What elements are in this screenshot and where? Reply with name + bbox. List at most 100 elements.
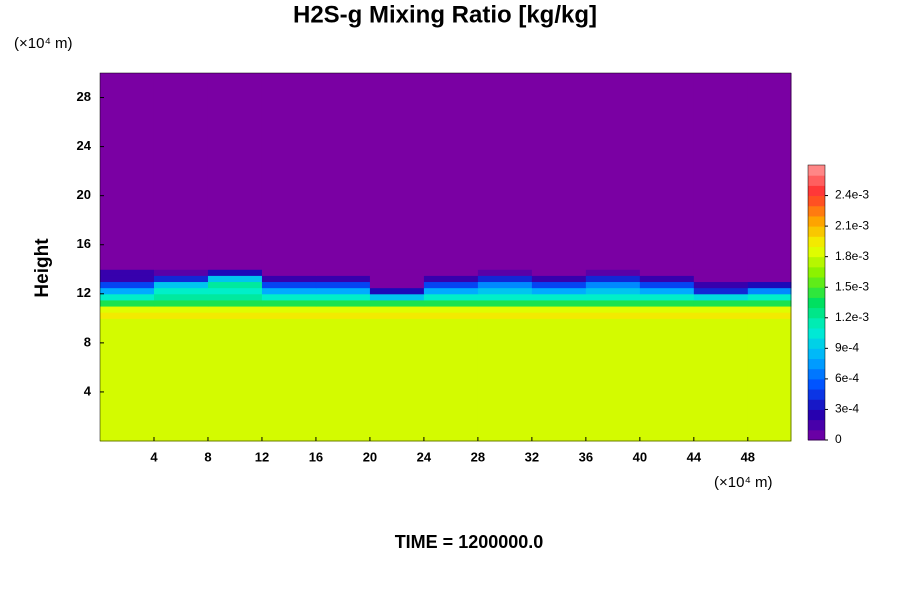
field-cell [153,293,209,301]
field-cell [477,318,533,442]
field-cell [100,293,155,301]
field-cell [207,312,263,319]
field-cell [423,299,479,307]
field-cell [531,318,587,442]
field-cell [369,318,425,442]
colorbar-tick-label: 0 [835,432,842,446]
field-cell [207,306,263,313]
field-cell [153,73,209,270]
field-cell [207,299,263,307]
colorbar-step [808,419,825,431]
field-cell [693,318,749,442]
field-cell [423,293,479,301]
colorbar-tick-label: 1.5e-3 [835,279,869,293]
field-cell [693,312,749,319]
colorbar-frame [807,164,826,441]
colorbar-step [808,348,825,360]
colorbar-step [808,205,825,217]
field-cell [423,269,479,276]
field-cell [531,281,587,289]
field-cell [261,287,317,295]
colorbar-step [808,317,825,329]
field-cell [693,306,749,313]
field-cell [207,281,263,289]
field-cell [747,293,792,301]
colorbar-step [808,236,825,247]
field-cell [693,281,749,289]
colorbar-tick-label: 2.1e-3 [835,218,869,232]
chart-title: H2S-g Mixing Ratio [kg/kg] [293,1,597,28]
field-cell [261,299,317,307]
field-cell [639,312,695,319]
field-cell [261,293,317,301]
field-cell [585,287,641,295]
field-cell [477,299,533,307]
colorbar-step [808,327,825,339]
field-cell [369,312,425,319]
field-cell [693,275,749,283]
field-cell [261,269,317,276]
field-cell [423,275,479,283]
colorbar-tick-label: 3e-4 [835,402,859,416]
field-cell [369,299,425,307]
field-cell [747,269,792,276]
colorbar-step [808,175,825,186]
field-cell [369,275,425,283]
colorbar-step [808,287,825,298]
colorbar-step [808,226,825,237]
colorbar-tick-label: 2.4e-3 [835,188,869,202]
x-tick-label: 28 [471,449,485,464]
colorbar-step [808,389,825,400]
field-cell [693,269,749,276]
colorbar-step [808,266,825,278]
field-cell [369,281,425,289]
colorbar-tick-label: 9e-4 [835,341,859,355]
field-cell [531,73,587,270]
field-cell [531,312,587,319]
field-cell [747,73,792,270]
field-cell [639,275,695,283]
field-cell [153,287,209,295]
plot-frame [99,72,792,442]
field-cell [100,287,155,295]
field-cell [585,318,641,442]
field-cell [531,306,587,313]
field-cell [585,306,641,313]
field-cell [531,299,587,307]
field-cell [693,73,749,270]
field-cell [477,306,533,313]
colorbar-step [808,215,825,227]
field-cell [261,318,317,442]
field-cell [423,318,479,442]
field-cell [153,269,209,276]
colorbar-step [808,195,825,207]
field-cell [585,269,641,276]
field-cell [207,275,263,283]
field-cell [585,299,641,307]
field-cell [315,73,371,270]
field-cell [639,73,695,270]
field-cell [153,306,209,313]
field-cell [531,275,587,283]
colorbar-step [808,368,825,380]
colorbar-step [808,358,825,370]
field-cell [153,281,209,289]
y-tick-label: 12 [77,285,91,300]
field-cell [153,299,209,307]
field-cell [315,269,371,276]
field-cell [207,269,263,276]
colorbar-tick-label: 6e-4 [835,371,859,385]
field-cell [153,318,209,442]
colorbar-step [808,165,825,176]
field-cell [369,306,425,313]
field-cell [477,73,533,270]
field-cell [369,73,425,270]
field-cell [747,287,792,295]
y-tick-label: 16 [77,236,91,251]
colorbar-step [808,429,825,441]
colorbar-step [808,378,825,390]
footer: TIME = 1200000.0 [395,532,544,552]
field-cell [369,287,425,295]
field-cell [693,287,749,295]
x-tick-label: 24 [417,449,432,464]
